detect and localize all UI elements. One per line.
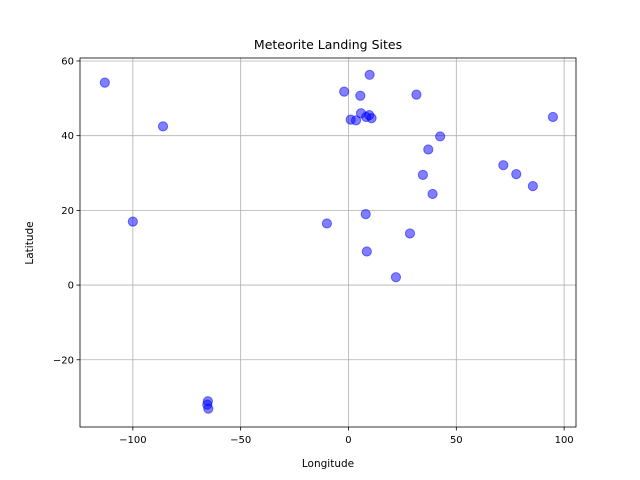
data-point xyxy=(355,90,366,101)
data-point xyxy=(417,169,428,180)
data-point xyxy=(435,131,446,142)
plot-frame xyxy=(79,57,577,428)
x-axis-ticks: −100 −50 0 50 100 xyxy=(119,427,574,446)
data-point xyxy=(99,77,110,88)
y-tick-label: 40 xyxy=(61,131,74,142)
data-point xyxy=(157,121,169,132)
data-point xyxy=(423,144,434,155)
data-point xyxy=(339,86,350,97)
data-point xyxy=(364,69,375,80)
y-axis-label: Latitude xyxy=(24,221,36,264)
x-tick-label: 0 xyxy=(345,435,351,446)
data-point xyxy=(427,188,438,200)
y-axis-ticks: −20 0 20 40 60 xyxy=(53,56,80,366)
data-point xyxy=(361,246,372,257)
x-tick-label: 50 xyxy=(450,435,463,446)
data-point xyxy=(527,181,538,192)
data-point xyxy=(547,111,559,123)
data-point xyxy=(127,216,138,227)
data-point xyxy=(366,113,377,124)
data-point xyxy=(350,115,362,126)
data-point xyxy=(404,228,416,239)
y-tick-label: 20 xyxy=(61,206,74,217)
data-point xyxy=(511,169,522,180)
y-tick-label: −20 xyxy=(53,355,74,366)
y-tick-label: 60 xyxy=(61,56,74,67)
data-point xyxy=(411,89,422,100)
data-point xyxy=(203,403,214,414)
chart-title: Meteorite Landing Sites xyxy=(254,37,402,52)
data-points xyxy=(99,69,559,414)
data-point xyxy=(498,160,509,171)
data-point xyxy=(360,209,371,220)
x-tick-label: −50 xyxy=(230,435,251,446)
x-tick-label: 100 xyxy=(555,435,574,446)
x-axis-label: Longitude xyxy=(302,458,354,470)
data-point xyxy=(321,218,333,229)
data-point xyxy=(390,272,402,283)
x-tick-label: −100 xyxy=(119,435,146,446)
y-tick-label: 0 xyxy=(68,281,74,292)
